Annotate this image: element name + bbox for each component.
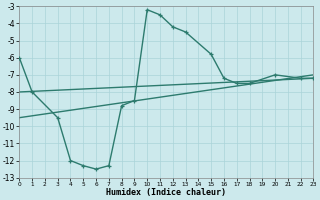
- X-axis label: Humidex (Indice chaleur): Humidex (Indice chaleur): [106, 188, 226, 197]
